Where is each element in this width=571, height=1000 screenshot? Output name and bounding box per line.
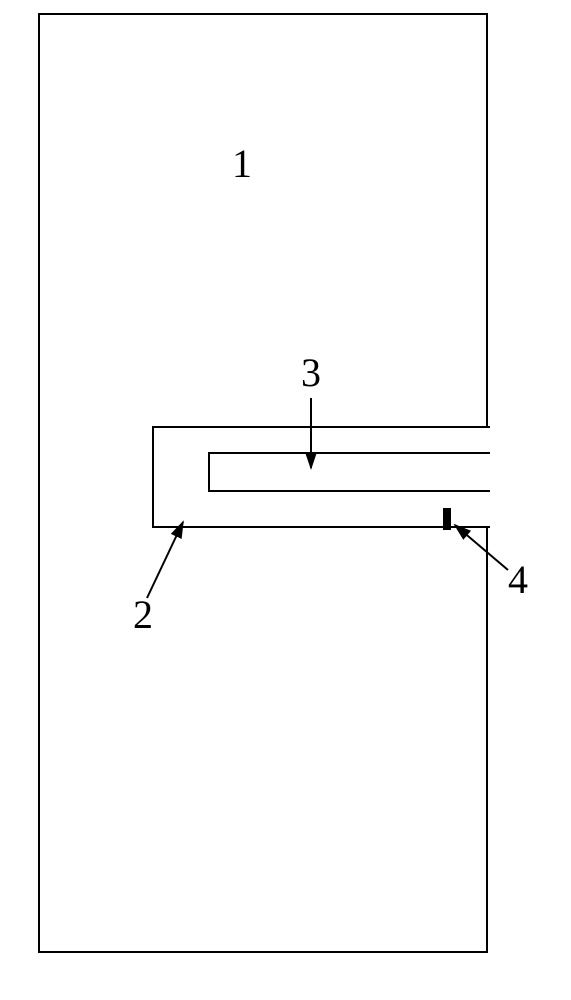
arrow-4 — [0, 0, 571, 1000]
